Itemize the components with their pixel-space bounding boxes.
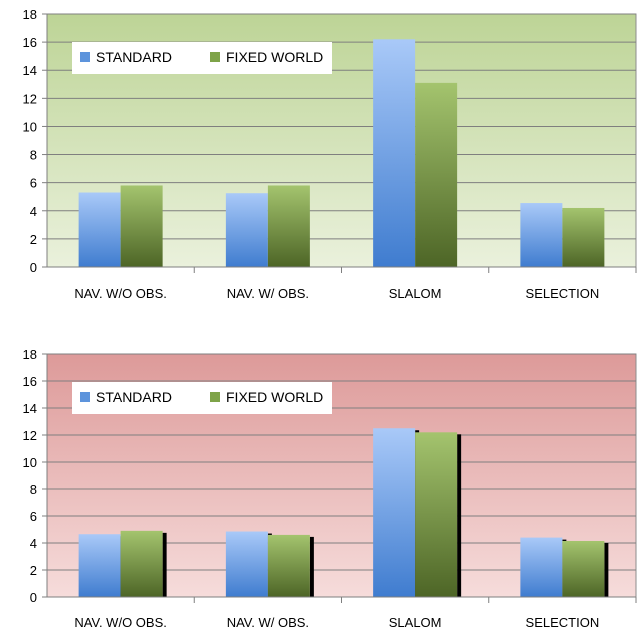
chart-top-svg: 0 2 4 6 8 10 12 14 16 18 NAV. W/O OBS. NAV. W/ OBS.… [23,7,637,301]
y-tick-label: 18 [23,347,37,362]
x-category-label: NAV. W/O OBS. [74,615,166,630]
y-tick-label: 14 [23,63,37,78]
y-tick-label: 4 [30,536,37,551]
legend [72,42,332,74]
y-tick-label: 18 [23,7,37,22]
bar-fixed-world [267,185,310,267]
chart-bottom: 0 2 4 6 8 10 12 14 16 18 NAV. W/O OBS. NAV. W/ OBS.… [0,340,637,633]
y-tick-label: 6 [30,509,37,524]
y-tick-label: 4 [30,204,37,219]
y-tick-label: 0 [30,260,37,275]
bar-standard [520,537,563,597]
bar-fixed-world [562,540,605,597]
y-tick-label: 16 [23,374,37,389]
legend-label: FIXED WORLD [226,389,323,405]
legend-swatch-standard [80,392,90,402]
x-category-label: NAV. W/ OBS. [227,615,309,630]
bar-fixed-world [120,530,163,597]
x-category-label: SELECTION [526,615,600,630]
y-tick-label: 12 [23,91,37,106]
bar-fixed-world [267,534,310,597]
y-tick-label: 8 [30,148,37,163]
legend-swatch-fixed-world [210,392,220,402]
bar-fixed-world [562,207,605,267]
legend-label: FIXED WORLD [226,49,323,65]
x-category-label: SELECTION [526,286,600,301]
legend-label: STANDARD [96,389,172,405]
legend [72,382,332,414]
x-category-label: NAV. W/O OBS. [74,286,166,301]
legend-swatch-fixed-world [210,52,220,62]
y-tick-label: 10 [23,455,37,470]
bar-shadow [604,542,609,597]
x-category-label: SLALOM [389,286,442,301]
bar-standard [373,428,416,597]
y-tick-label: 14 [23,401,37,416]
y-tick-label: 2 [30,563,37,578]
y-tick-label: 8 [30,482,37,497]
bar-shadow [162,532,167,597]
bar-standard [225,193,268,267]
bar-standard [78,534,121,597]
bar-standard [78,192,121,267]
y-tick-label: 2 [30,232,37,247]
bar-standard [373,39,416,267]
chart-bottom-svg: 0 2 4 6 8 10 12 14 16 18 NAV. W/O OBS. NAV. W/ OBS.… [23,347,637,630]
legend-label: STANDARD [96,49,172,65]
bar-shadow [309,536,314,597]
y-tick-label: 6 [30,176,37,191]
y-tick-label: 12 [23,428,37,443]
legend-swatch-standard [80,52,90,62]
bar-fixed-world [415,432,458,597]
y-tick-label: 10 [23,119,37,134]
x-category-label: NAV. W/ OBS. [227,286,309,301]
bar-standard [520,203,563,267]
bar-fixed-world [415,82,458,267]
y-tick-label: 16 [23,35,37,50]
x-category-label: SLALOM [389,615,442,630]
y-tick-label: 0 [30,590,37,605]
chart-top: 0 2 4 6 8 10 12 14 16 18 NAV. W/O OBS. NAV. W/ OBS.… [0,0,637,310]
bar-standard [225,531,268,597]
bar-shadow [457,434,462,597]
bar-fixed-world [120,185,163,267]
